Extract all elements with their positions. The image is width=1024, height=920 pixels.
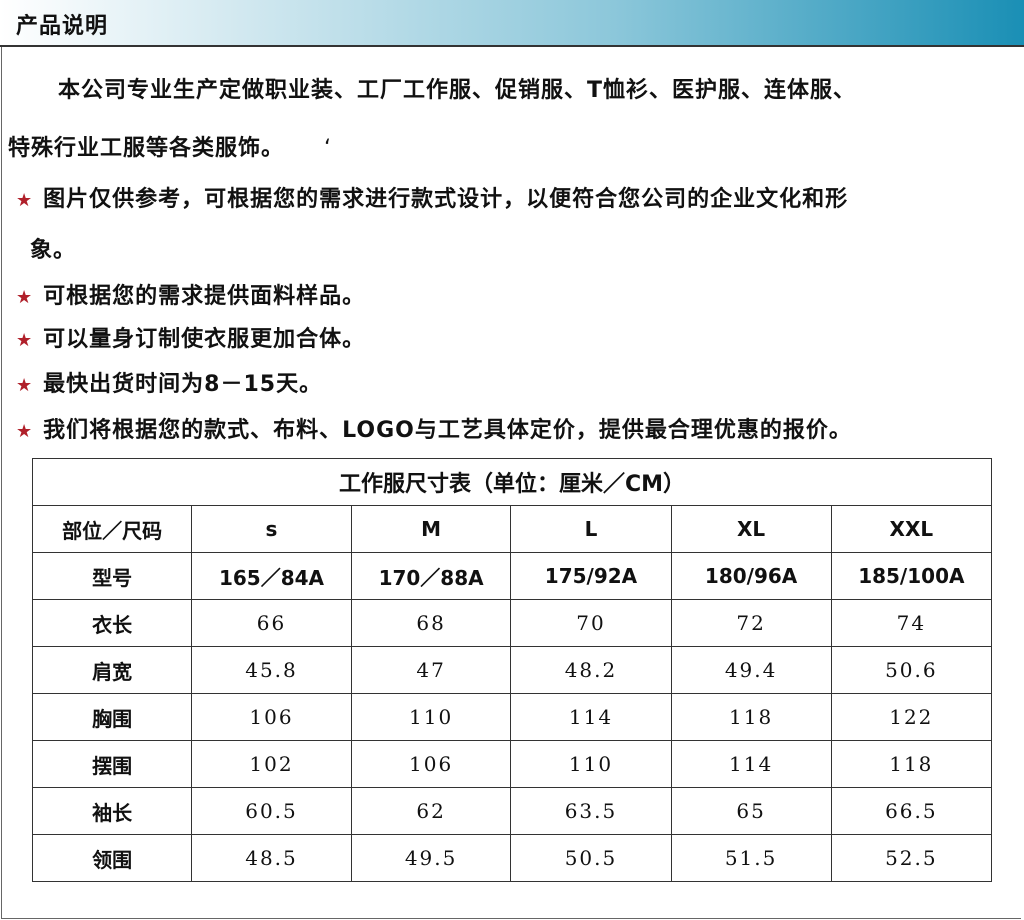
table-cell: 122 bbox=[830, 693, 993, 741]
intro-line-2: 特殊行业工服等各类服饰。 ‘ bbox=[8, 130, 332, 162]
section-header: 产品说明 bbox=[0, 0, 1024, 47]
table-cell: 180/96A bbox=[670, 552, 832, 600]
header-cell: L bbox=[510, 505, 672, 553]
bullet-1-cont: 象。 bbox=[30, 238, 77, 263]
table-cell: 165／84A bbox=[191, 552, 352, 600]
table-cell: 48.2 bbox=[510, 646, 672, 694]
table-cell: 66 bbox=[191, 599, 352, 647]
table-row: 肩宽 45.8 47 48.2 49.4 50.6 bbox=[31, 646, 993, 694]
table-cell: 74 bbox=[830, 599, 993, 647]
row-label: 领围 bbox=[31, 834, 193, 882]
table-cell: 52.5 bbox=[830, 834, 993, 882]
row-label: 摆围 bbox=[31, 740, 193, 788]
table-cell: 185/100A bbox=[830, 552, 993, 600]
table-cell: 170／88A bbox=[350, 552, 512, 600]
bullet-3: ★ 可以量身订制使衣服更加合体。 bbox=[16, 321, 365, 353]
bullet-1: ★ 图片仅供参考，可根据您的需求进行款式设计，以便符合您公司的企业文化和形 bbox=[16, 181, 848, 213]
bullet-4: ★ 最快出货时间为8－15天。 bbox=[16, 366, 322, 398]
header-cell: M bbox=[350, 505, 512, 553]
bullet-text: 图片仅供参考，可根据您的需求进行款式设计，以便符合您公司的企业文化和形 bbox=[43, 187, 849, 212]
star-icon: ★ bbox=[16, 375, 34, 396]
table-cell: 118 bbox=[830, 740, 993, 788]
star-icon: ★ bbox=[16, 330, 34, 351]
table-cell: 66.5 bbox=[830, 787, 993, 835]
row-label: 肩宽 bbox=[31, 646, 193, 694]
table-cell: 63.5 bbox=[510, 787, 672, 835]
table-cell: 72 bbox=[670, 599, 832, 647]
bullet-text: 可根据您的需求提供面料样品。 bbox=[43, 284, 366, 309]
bullet-text: 可以量身订制使衣服更加合体。 bbox=[43, 327, 366, 352]
star-icon: ★ bbox=[16, 287, 34, 308]
bullet-2: ★ 可根据您的需求提供面料样品。 bbox=[16, 278, 365, 310]
header-cell: XXL bbox=[830, 505, 993, 553]
table-cell: 47 bbox=[350, 646, 512, 694]
bullet-5: ★ 我们将根据您的款式、布料、LOGO与工艺具体定价，提供最合理优惠的报价。 bbox=[16, 412, 852, 444]
table-cell: 62 bbox=[350, 787, 512, 835]
intro-line-1: 本公司专业生产定做职业装、工厂工作服、促销服、T恤衫、医护服、连体服、 bbox=[58, 78, 857, 103]
header-cell: s bbox=[191, 505, 352, 553]
table-cell: 51.5 bbox=[670, 834, 832, 882]
table-cell: 48.5 bbox=[191, 834, 352, 882]
table-cell: 106 bbox=[191, 693, 352, 741]
row-label: 袖长 bbox=[31, 787, 193, 835]
header-cell: 部位／尺码 bbox=[31, 505, 193, 553]
star-icon: ★ bbox=[16, 190, 34, 211]
bullet-text: 我们将根据您的款式、布料、LOGO与工艺具体定价，提供最合理优惠的报价。 bbox=[43, 418, 852, 443]
table-cell: 110 bbox=[350, 693, 512, 741]
stray-mark: ‘ bbox=[324, 136, 333, 161]
table-title: 工作服尺寸表（单位：厘米／CM） bbox=[32, 458, 992, 506]
row-label: 胸围 bbox=[31, 693, 193, 741]
bullet-text: 最快出货时间为8－15天。 bbox=[43, 372, 323, 397]
table-cell: 114 bbox=[510, 693, 672, 741]
table-row: 型号 165／84A 170／88A 175/92A 180/96A 185/100A bbox=[31, 552, 993, 600]
table-cell: 49.4 bbox=[670, 646, 832, 694]
table-cell: 50.6 bbox=[830, 646, 993, 694]
table-cell: 175/92A bbox=[510, 552, 672, 600]
table-cell: 49.5 bbox=[350, 834, 512, 882]
table-cell: 110 bbox=[510, 740, 672, 788]
intro-text: 特殊行业工服等各类服饰。 bbox=[8, 136, 285, 161]
table-cell: 50.5 bbox=[510, 834, 672, 882]
table-row: 胸围 106 110 114 118 122 bbox=[31, 693, 993, 741]
table-cell: 114 bbox=[670, 740, 832, 788]
table-header-row: 部位／尺码 s M L XL XXL bbox=[31, 505, 993, 553]
size-table: 工作服尺寸表（单位：厘米／CM） 部位／尺码 s M L XL XXL 型号 16… bbox=[31, 458, 993, 882]
table-cell: 102 bbox=[191, 740, 352, 788]
table-row: 领围 48.5 49.5 50.5 51.5 52.5 bbox=[31, 834, 993, 882]
star-icon: ★ bbox=[16, 421, 34, 442]
table-cell: 65 bbox=[670, 787, 832, 835]
table-cell: 106 bbox=[350, 740, 512, 788]
table-cell: 70 bbox=[510, 599, 672, 647]
row-label: 衣长 bbox=[31, 599, 193, 647]
header-cell: XL bbox=[670, 505, 832, 553]
table-cell: 118 bbox=[670, 693, 832, 741]
table-cell: 60.5 bbox=[191, 787, 352, 835]
section-title: 产品说明 bbox=[16, 14, 109, 39]
table-row: 衣长 66 68 70 72 74 bbox=[31, 599, 993, 647]
table-cell: 68 bbox=[350, 599, 512, 647]
row-label: 型号 bbox=[31, 552, 193, 600]
table-row: 摆围 102 106 110 114 118 bbox=[31, 740, 993, 788]
table-cell: 45.8 bbox=[191, 646, 352, 694]
table-row: 袖长 60.5 62 63.5 65 66.5 bbox=[31, 787, 993, 835]
